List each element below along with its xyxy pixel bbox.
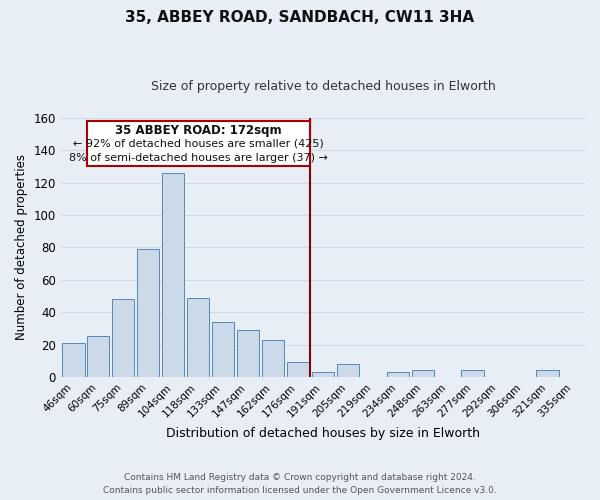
Bar: [87, 336, 109, 377]
Y-axis label: Number of detached properties: Number of detached properties: [15, 154, 28, 340]
Bar: [137, 249, 160, 377]
Bar: [536, 370, 559, 377]
Bar: [112, 299, 134, 377]
Bar: [412, 370, 434, 377]
Bar: [262, 340, 284, 377]
Bar: [311, 372, 334, 377]
Text: ← 92% of detached houses are smaller (425): ← 92% of detached houses are smaller (42…: [73, 139, 324, 149]
Bar: [287, 362, 309, 377]
Text: 35 ABBEY ROAD: 172sqm: 35 ABBEY ROAD: 172sqm: [115, 124, 282, 138]
Text: 8% of semi-detached houses are larger (37) →: 8% of semi-detached houses are larger (3…: [69, 154, 328, 164]
Bar: [386, 372, 409, 377]
Title: Size of property relative to detached houses in Elworth: Size of property relative to detached ho…: [151, 80, 495, 93]
Bar: [62, 343, 85, 377]
Text: 35, ABBEY ROAD, SANDBACH, CW11 3HA: 35, ABBEY ROAD, SANDBACH, CW11 3HA: [125, 10, 475, 25]
Bar: [162, 173, 184, 377]
Text: Contains HM Land Registry data © Crown copyright and database right 2024.
Contai: Contains HM Land Registry data © Crown c…: [103, 473, 497, 495]
Bar: [337, 364, 359, 377]
Bar: [461, 370, 484, 377]
Bar: [237, 330, 259, 377]
X-axis label: Distribution of detached houses by size in Elworth: Distribution of detached houses by size …: [166, 427, 480, 440]
Bar: [187, 298, 209, 377]
FancyBboxPatch shape: [87, 121, 310, 166]
Bar: [212, 322, 234, 377]
